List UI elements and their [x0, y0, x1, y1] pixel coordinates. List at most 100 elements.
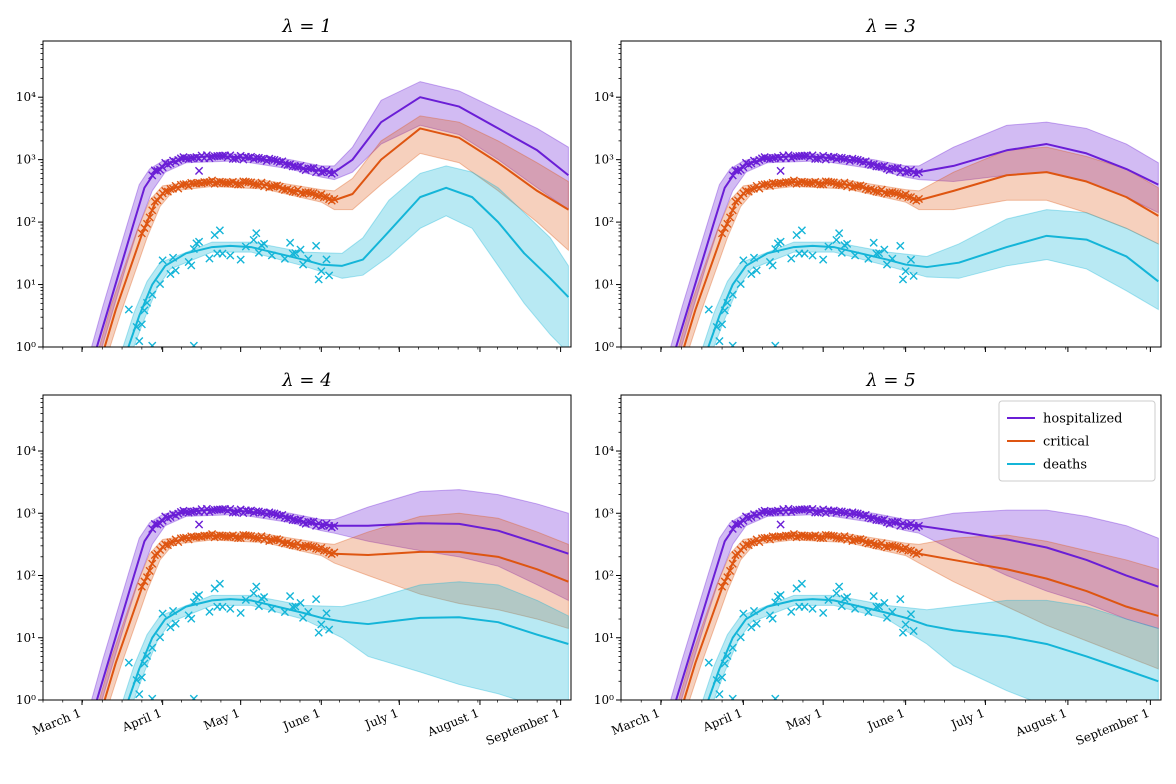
- deaths-observation: [205, 607, 214, 616]
- deaths-observation: [148, 290, 157, 299]
- critical-observation: [257, 532, 266, 541]
- deaths-observation: [909, 626, 918, 636]
- deaths-observation: [771, 244, 780, 254]
- critical-observation: [179, 180, 188, 189]
- hospitalized-observation: [776, 166, 785, 175]
- deaths-observation: [187, 261, 196, 270]
- deaths-observation: [896, 241, 905, 250]
- deaths-observation: [736, 633, 745, 642]
- plot-area: [670, 121, 1159, 347]
- critical-observation: [233, 180, 243, 189]
- critical-observation: [145, 566, 154, 575]
- panel-lambda-1: 10⁰ 10¹ 10² 10³ 10⁴ λ = 1: [16, 16, 572, 354]
- hospitalized-observation: [877, 162, 886, 171]
- critical-observation: [725, 566, 735, 575]
- deaths-band: [702, 209, 1159, 347]
- hospitalized-observation: [283, 160, 292, 169]
- critical-observation: [153, 196, 162, 205]
- deaths-observation: [723, 651, 732, 661]
- critical-observation: [720, 223, 729, 233]
- critical-observation: [792, 179, 801, 188]
- deaths-observation: [898, 628, 908, 637]
- critical-observation: [747, 184, 756, 194]
- hospitalized-observation: [179, 506, 188, 515]
- deaths-observation: [322, 255, 331, 264]
- x-tick-label: August 1: [1013, 706, 1069, 740]
- deaths-observation: [800, 602, 809, 611]
- critical-observation: [890, 542, 900, 551]
- y-tick-label: 10⁰: [594, 340, 614, 354]
- deaths-observation: [189, 244, 198, 254]
- deaths-observation: [135, 690, 144, 699]
- deaths-observation: [888, 607, 897, 617]
- deaths-band: [122, 581, 569, 700]
- critical-observation: [210, 179, 219, 188]
- deaths-band: [122, 165, 569, 347]
- y-tick-label: 10³: [594, 153, 614, 167]
- x-tick-label: July 1: [361, 706, 400, 733]
- critical-observation: [148, 206, 157, 215]
- hospitalized-observation: [866, 514, 876, 523]
- y-tick-label: 10⁴: [16, 90, 36, 104]
- critical-observation: [288, 187, 297, 196]
- deaths-observation: [800, 249, 809, 258]
- critical-observation: [827, 178, 836, 187]
- hospitalized-observation: [153, 520, 162, 529]
- hospitalized-observation: [317, 521, 326, 530]
- deaths-observation: [736, 279, 745, 289]
- x-tick-label: April 1: [119, 706, 163, 735]
- deaths-observation: [808, 251, 817, 260]
- y-tick-label: 10⁰: [16, 340, 36, 354]
- critical-observation: [717, 229, 727, 238]
- y-tick-label: 10¹: [594, 631, 614, 645]
- hospitalized-observation: [244, 507, 253, 516]
- critical-observation: [835, 180, 844, 189]
- critical-observation: [202, 178, 211, 187]
- deaths-observation: [797, 579, 806, 588]
- deaths-observation: [189, 341, 198, 347]
- critical-observation: [166, 184, 175, 194]
- x-tick-label: May 1: [202, 706, 242, 733]
- deaths-observation: [218, 249, 227, 258]
- hospitalized-observation: [226, 504, 235, 514]
- deaths-observation: [776, 237, 785, 246]
- x-tick-label: March 1: [31, 706, 84, 738]
- deaths-observation: [843, 593, 852, 602]
- hospitalized-observation: [226, 151, 235, 160]
- deaths-observation: [267, 251, 276, 260]
- critical-observation: [161, 540, 170, 549]
- hospitalized-observation: [257, 508, 266, 517]
- hospitalized-observation: [293, 516, 302, 525]
- legend-box: [998, 400, 1156, 482]
- critical-observation: [252, 534, 261, 543]
- deaths-observation: [819, 608, 828, 618]
- y-tick-label: 10¹: [16, 631, 36, 645]
- deaths-observation: [715, 337, 724, 346]
- deaths-observation: [259, 239, 269, 248]
- deaths-observation: [158, 256, 167, 265]
- critical-observation: [223, 179, 232, 188]
- deaths-observation: [314, 628, 323, 637]
- deaths-observation: [312, 595, 321, 604]
- deaths-observation: [832, 235, 841, 245]
- y-tick-label: 10⁰: [594, 693, 614, 707]
- deaths-observation: [254, 602, 263, 611]
- y-tick-label: 10⁴: [16, 444, 36, 458]
- deaths-observation: [880, 598, 889, 608]
- deaths-observation: [901, 620, 910, 629]
- axes-frame: [620, 40, 1162, 348]
- deaths-observation: [864, 254, 873, 263]
- y-tick-label: 10⁴: [594, 90, 614, 104]
- deaths-observation: [771, 341, 780, 347]
- y-tick-label: 10⁰: [16, 693, 36, 707]
- hospitalized-observation: [330, 521, 339, 530]
- deaths-observation: [728, 290, 737, 299]
- deaths-observation: [869, 591, 878, 601]
- deaths-observation: [187, 614, 196, 623]
- hospitalized-observation: [158, 163, 167, 172]
- hospitalized-observation: [858, 511, 868, 520]
- panel-title: λ = 1: [281, 16, 331, 37]
- critical-observation: [835, 534, 844, 543]
- critical-observation: [872, 541, 881, 550]
